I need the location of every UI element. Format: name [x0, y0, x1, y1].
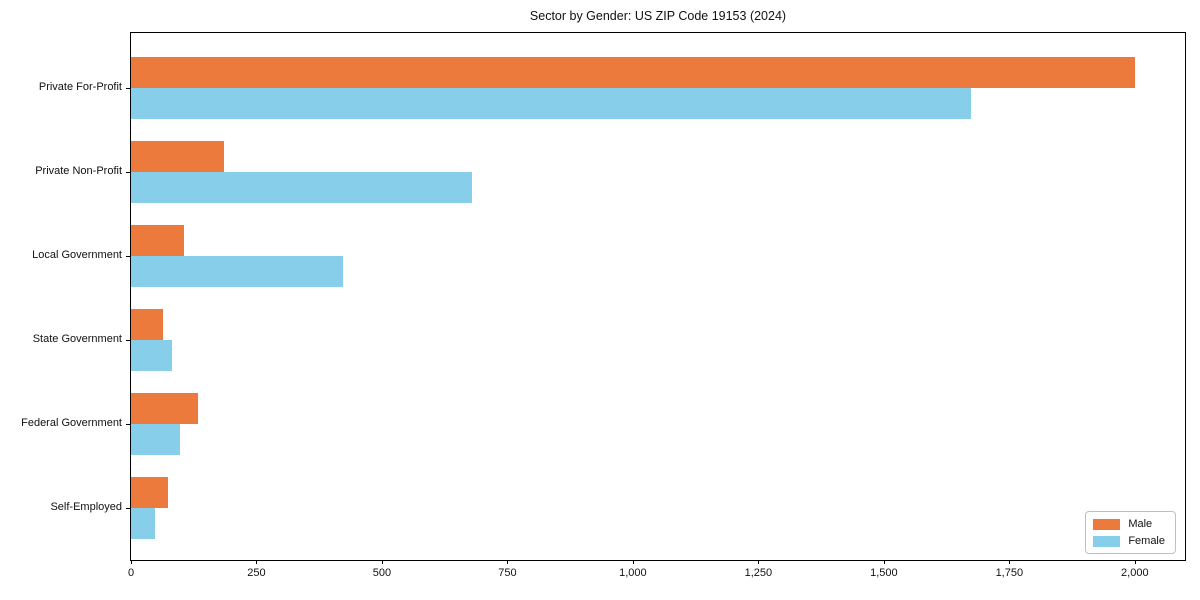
- x-tick-label-2000: 2,000: [1121, 567, 1149, 579]
- legend-label-female: Female: [1128, 535, 1165, 547]
- y-tick-label-self-employed: Self-Employed: [50, 501, 122, 513]
- bar-female-state-government: [131, 340, 172, 371]
- x-tick-label-1750: 1,750: [995, 567, 1024, 579]
- plot-area: Male Female: [126, 32, 1186, 564]
- bar-male-self-employed: [131, 477, 168, 508]
- x-tick-mark: [256, 560, 258, 564]
- bar-male-private-non-profit: [131, 141, 224, 172]
- chart-title: Sector by Gender: US ZIP Code 19153 (202…: [529, 9, 787, 23]
- x-tick-mark: [1134, 560, 1136, 564]
- bar-female-private-for-profit: [131, 88, 972, 119]
- bar-male-private-for-profit: [131, 57, 1135, 88]
- x-tick-label-1500: 1,500: [870, 567, 898, 579]
- x-tick-label-750: 750: [498, 567, 517, 579]
- legend-item-female: Female: [1093, 535, 1165, 547]
- y-tick-mark: [126, 256, 131, 257]
- x-tick-mark: [883, 560, 885, 564]
- legend-item-male: Male: [1093, 518, 1165, 530]
- bar-female-local-government: [131, 256, 344, 287]
- legend: Male Female: [1085, 511, 1176, 554]
- y-tick-label-federal-government: Federal Government: [21, 417, 122, 429]
- x-tick-mark: [632, 560, 634, 564]
- x-tick-label-0: 0: [127, 567, 135, 579]
- bar-male-state-government: [131, 309, 163, 340]
- x-tick-mark: [507, 560, 509, 564]
- x-tick-mark: [381, 560, 383, 564]
- x-tick-label-1250: 1,250: [744, 567, 773, 579]
- y-tick-label-private-non-profit: Private Non-Profit: [35, 165, 122, 177]
- bar-female-federal-government: [131, 424, 180, 455]
- y-tick-mark: [126, 340, 131, 341]
- x-axis-labels: 0 250 500 750 1,000 1,250 1,500 1,750 2,000: [128, 567, 1186, 587]
- bar-female-self-employed: [131, 508, 156, 539]
- x-tick-label-500: 500: [372, 567, 392, 579]
- y-tick-mark: [126, 424, 131, 425]
- bar-female-private-non-profit: [131, 172, 473, 203]
- bar-male-federal-government: [131, 393, 198, 424]
- y-tick-label-local-government: Local Government: [32, 249, 122, 261]
- y-axis-labels: Private For-Profit Private Non-Profit Loca…: [0, 32, 122, 561]
- legend-label-male: Male: [1128, 518, 1153, 530]
- x-tick-mark: [1009, 560, 1011, 564]
- y-tick-label-state-government: State Government: [32, 333, 122, 345]
- x-tick-mark: [758, 560, 760, 564]
- x-tick-mark: [131, 560, 132, 564]
- x-tick-label-1000: 1,000: [619, 567, 647, 579]
- y-tick-mark: [126, 508, 131, 509]
- x-tick-label-250: 250: [247, 567, 266, 579]
- bar-male-local-government: [131, 225, 184, 256]
- legend-swatch-male: [1093, 518, 1121, 530]
- legend-swatch-female: [1093, 535, 1121, 547]
- y-tick-mark: [126, 172, 131, 173]
- y-tick-mark: [126, 88, 131, 89]
- y-tick-label-private-for-profit: Private For-Profit: [38, 81, 122, 93]
